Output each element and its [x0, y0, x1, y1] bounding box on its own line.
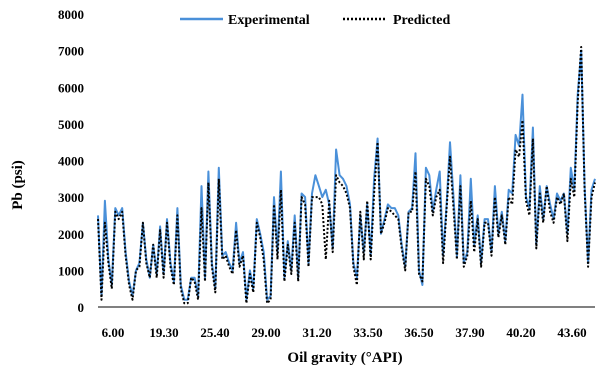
x-tick-label: 19.30 [149, 325, 178, 340]
series-layer [97, 46, 596, 305]
y-tick-label: 6000 [58, 80, 84, 95]
y-tick-label: 8000 [58, 7, 84, 22]
legend-label-experimental: Experimental [228, 13, 310, 28]
legend-label-predicted: Predicted [393, 13, 450, 28]
y-tick-label: 4000 [58, 154, 84, 169]
x-tick-label: 25.40 [200, 325, 229, 340]
y-axis-title: Pb (psi) [10, 160, 26, 210]
x-axis-ticks: 6.00 19.30 25.40 29.00 31.20 33.50 36.50 37.90 4… [102, 325, 587, 340]
x-tick-label: 29.00 [251, 325, 280, 340]
legend: Experimental Predicted [180, 13, 450, 28]
x-tick-label: 37.90 [455, 325, 484, 340]
y-tick-label: 2000 [58, 227, 84, 242]
x-tick-label: 33.50 [353, 325, 382, 340]
x-tick-label: 40.20 [506, 325, 535, 340]
series-line-experimental [97, 49, 596, 301]
series-line-predicted [97, 46, 596, 305]
y-axis-ticks: 0 1000 2000 3000 4000 5000 6000 7000 8000 [58, 7, 84, 315]
x-tick-label: 6.00 [102, 325, 125, 340]
y-tick-label: 5000 [58, 117, 84, 132]
x-axis-title: Oil gravity (°API) [287, 350, 402, 366]
y-tick-label: 0 [78, 300, 85, 315]
x-tick-label: 43.60 [557, 325, 586, 340]
y-tick-label: 1000 [58, 263, 84, 278]
x-tick-label: 36.50 [404, 325, 433, 340]
x-tick-label: 31.20 [302, 325, 331, 340]
y-tick-label: 7000 [58, 44, 84, 59]
y-tick-label: 3000 [58, 190, 84, 205]
